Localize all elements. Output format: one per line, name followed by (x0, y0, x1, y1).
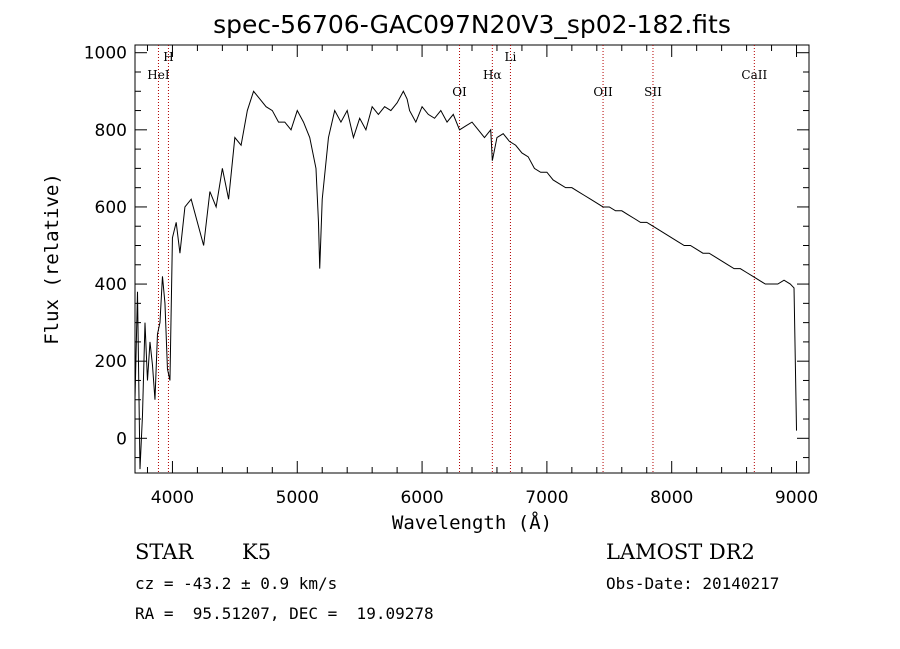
x-tick-label: 5000 (276, 488, 319, 508)
x-axis-label: Wavelength (Å) (392, 511, 552, 534)
subclass-label: K5 (242, 540, 271, 564)
coords-label: RA = 95.51207, DEC = 19.09278 (135, 604, 434, 623)
y-tick-label: 400 (95, 275, 127, 295)
x-axis-ticks: 4000 5000 6000 7000 8000 9000 (146, 45, 818, 508)
cz-label: cz = -43.2 ± 0.9 km/s (135, 574, 337, 593)
annotation-label: OII (593, 85, 613, 99)
spectrum-line (135, 90, 798, 470)
y-tick-label: 800 (95, 121, 127, 141)
chart-title: spec-56706-GAC097N20V3_sp02-182.fits (213, 10, 731, 39)
annotation-label: CaII (741, 68, 767, 82)
plot-frame (134, 44, 810, 474)
y-tick-label: 1000 (84, 44, 127, 64)
annotation-label: Hα (483, 68, 502, 82)
y-tick-label: 0 (116, 429, 127, 449)
x-tick-label: 4000 (151, 488, 194, 508)
y-tick-label: 600 (95, 198, 127, 218)
annotation-label: Li (505, 50, 517, 64)
y-tick-label: 200 (95, 352, 127, 372)
y-axis-ticks: 0 200 400 600 800 1000 (84, 44, 809, 459)
x-tick-label: 6000 (400, 488, 443, 508)
x-tick-label: 7000 (525, 488, 568, 508)
survey-label: LAMOST DR2 (606, 540, 755, 564)
annotation-label: H (163, 50, 173, 64)
class-label: STAR (135, 540, 194, 564)
annotation-label: SII (644, 85, 662, 99)
series-group (135, 90, 798, 470)
x-tick-label: 9000 (775, 488, 818, 508)
annotation-label: OI (452, 85, 467, 99)
annotation-label: HeI (147, 68, 170, 82)
obs-date-label: Obs-Date: 20140217 (606, 574, 779, 593)
x-tick-label: 8000 (650, 488, 693, 508)
y-axis-label: Flux (relative) (41, 173, 63, 345)
annotation-lines (157, 45, 755, 473)
